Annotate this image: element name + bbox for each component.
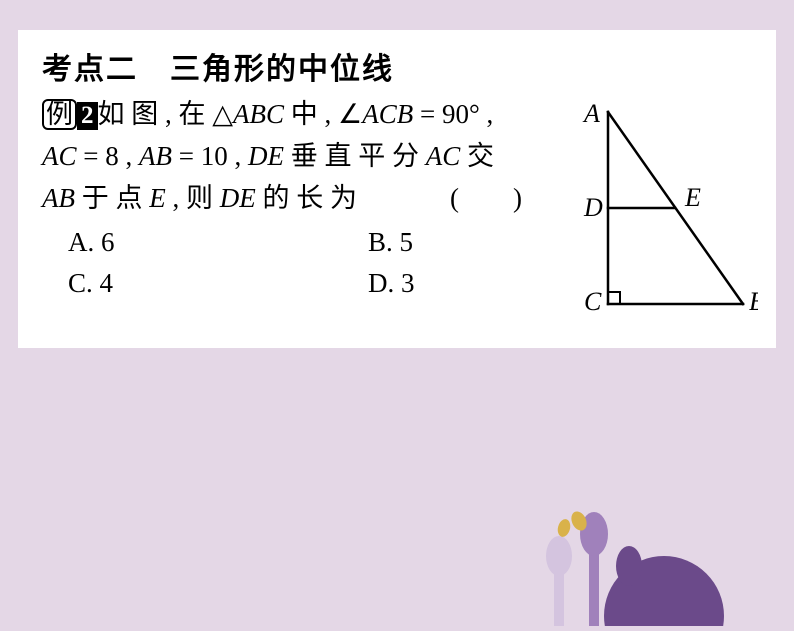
t2e: DE	[248, 141, 284, 171]
option-row-1: A. 6 B. 5	[68, 222, 538, 264]
t1a: 如 图 , 在	[98, 99, 213, 129]
t3c: E	[149, 183, 166, 213]
t2b: = 8 ,	[77, 141, 139, 171]
problem-line-3: AB 于 点 E , 则 DE 的 长 为 ( )	[42, 178, 522, 220]
angle-symbol: ∠	[338, 99, 362, 129]
t3e: DE	[220, 183, 256, 213]
t2h: 交	[460, 141, 494, 171]
svg-text:B: B	[749, 287, 758, 316]
t3d: , 则	[166, 183, 220, 213]
option-d: D. 3	[368, 263, 415, 305]
svg-text:A: A	[582, 99, 600, 128]
example-prefix: 例	[46, 99, 73, 129]
example-number-badge: 2	[77, 102, 98, 130]
t3b: 于 点	[75, 183, 149, 213]
problem-block: 例2如 图 , 在 △ABC 中 , ∠ACB = 90° , AC = 8 ,…	[42, 94, 758, 324]
option-c: C. 4	[68, 263, 368, 305]
triangle-diagram: A D C E B	[548, 94, 758, 324]
option-a: A. 6	[68, 222, 368, 264]
problem-line-1: 例2如 图 , 在 △ABC 中 , ∠ACB = 90° ,	[42, 94, 538, 136]
option-row-2: C. 4 D. 3	[68, 263, 538, 305]
problem-line-2: AC = 8 , AB = 10 , DE 垂 直 平 分 AC 交	[42, 136, 538, 178]
t3f: 的 长 为	[256, 183, 357, 213]
option-b: B. 5	[368, 222, 413, 264]
t2d: = 10 ,	[172, 141, 248, 171]
line3-left: AB 于 点 E , 则 DE 的 长 为	[42, 178, 357, 220]
t1comma: ,	[480, 99, 494, 129]
t1abc: ABC	[233, 99, 284, 129]
t1b: 中 ,	[284, 99, 338, 129]
options-block: A. 6 B. 5 C. 4 D. 3	[42, 222, 538, 306]
decorative-shapes	[504, 426, 754, 626]
svg-text:D: D	[583, 193, 603, 222]
t2f: 垂 直 平 分	[284, 141, 426, 171]
t1acb: ACB	[362, 99, 413, 129]
problem-text: 例2如 图 , 在 △ABC 中 , ∠ACB = 90° , AC = 8 ,…	[42, 94, 538, 305]
content-card: 考点二 三角形的中位线 例2如 图 , 在 △ABC 中 , ∠ACB = 90…	[18, 30, 776, 348]
svg-text:C: C	[584, 287, 602, 316]
example-box: 例	[42, 99, 77, 130]
answer-paren: ( )	[450, 178, 522, 220]
t1eq: = 90	[413, 99, 469, 129]
section-heading: 考点二 三角形的中位线	[42, 44, 758, 88]
svg-text:E: E	[684, 183, 701, 212]
t2a: AC	[42, 141, 77, 171]
t1deg: °	[469, 99, 480, 129]
t3a: AB	[42, 183, 75, 213]
triangle-symbol: △	[212, 99, 233, 129]
t2g: AC	[426, 141, 461, 171]
t2c: AB	[139, 141, 172, 171]
